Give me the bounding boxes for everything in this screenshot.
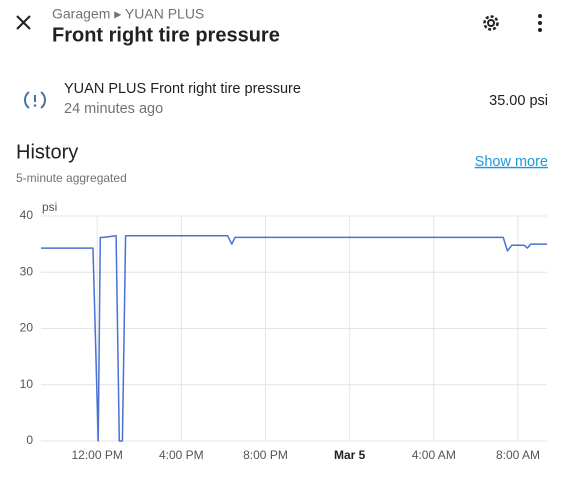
x-tick-label: 12:00 PM	[71, 448, 122, 462]
entity-state: 35.00 psi	[489, 93, 548, 109]
page-title: Front right tire pressure	[52, 24, 280, 46]
menu-button[interactable]	[538, 14, 542, 32]
y-axis-unit: psi	[42, 200, 57, 214]
y-tick-label: 40	[20, 208, 34, 222]
entity-name: YUAN PLUS Front right tire pressure	[64, 81, 301, 97]
x-tick-label: 4:00 PM	[159, 448, 204, 462]
history-title: History	[16, 141, 78, 163]
y-tick-label: 30	[20, 264, 34, 278]
y-tick-label: 10	[20, 377, 34, 391]
x-tick-label: 8:00 AM	[496, 448, 540, 462]
last-changed: 24 minutes ago	[64, 101, 163, 117]
show-more-link[interactable]: Show more	[475, 154, 548, 170]
x-tick-label: Mar 5	[334, 448, 366, 462]
settings-button[interactable]	[483, 15, 499, 31]
y-tick-label: 0	[26, 433, 33, 447]
data-line	[41, 234, 547, 442]
history-subtitle: 5-minute aggregated	[16, 171, 127, 185]
x-tick-label: 4:00 AM	[412, 448, 456, 462]
close-button[interactable]	[16, 15, 31, 30]
breadcrumb[interactable]: Garagem ▸ YUAN PLUS	[52, 6, 204, 22]
entity-icon	[24, 91, 46, 109]
y-tick-label: 20	[20, 321, 34, 335]
x-tick-label: 8:00 PM	[243, 448, 288, 462]
